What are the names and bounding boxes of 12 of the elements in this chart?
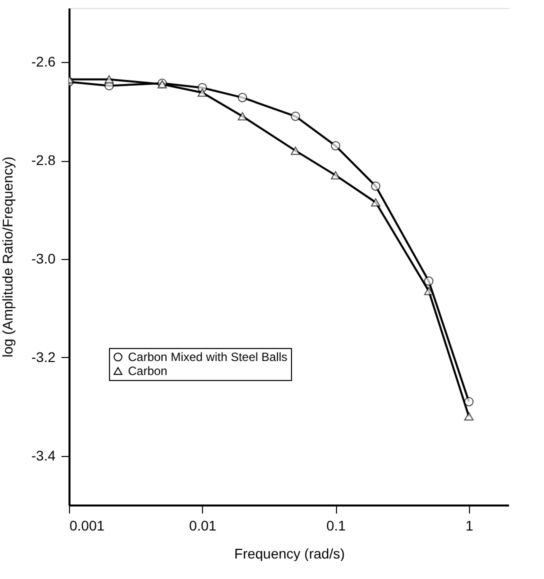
- x-tick-label: 1: [465, 518, 474, 534]
- y-tick-label: -3.0: [31, 250, 56, 266]
- x-tick-label: 0.1: [326, 518, 346, 534]
- y-tick-label: -2.6: [31, 54, 56, 70]
- x-tick-label: 0.001: [70, 518, 105, 534]
- y-tick-label: -2.8: [31, 152, 56, 168]
- y-tick-label: -3.4: [31, 447, 56, 464]
- y-axis-title: log (Amplitude Ratio/Frequency): [0, 156, 16, 358]
- legend-label: Carbon: [128, 364, 168, 378]
- legend-label: Carbon Mixed with Steel Balls: [128, 350, 288, 364]
- y-tick-label: -3.2: [31, 348, 56, 365]
- x-tick-label: 0.01: [189, 518, 217, 534]
